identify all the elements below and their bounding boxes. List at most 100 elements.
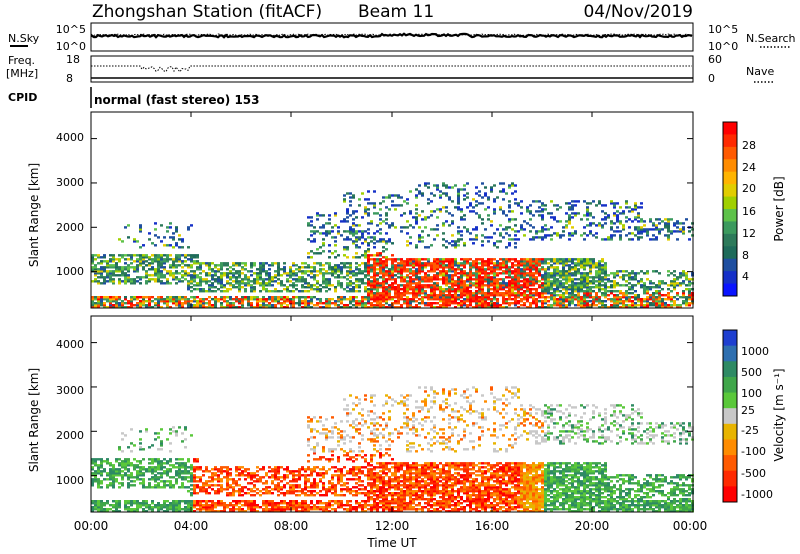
- heatmap-cell: [379, 264, 382, 267]
- heatmap-cell: [397, 302, 400, 305]
- heatmap-cell: [304, 296, 307, 299]
- heatmap-cell: [481, 266, 484, 269]
- heatmap-cell: [169, 236, 172, 239]
- heatmap-cell: [610, 298, 613, 301]
- heatmap-cell: [490, 260, 493, 263]
- heatmap-cell: [241, 280, 244, 283]
- heatmap-cell: [463, 300, 466, 303]
- heatmap-cell: [169, 504, 172, 507]
- heatmap-cell: [400, 260, 403, 263]
- heatmap-cell: [112, 500, 115, 503]
- heatmap-cell: [658, 222, 661, 225]
- heatmap-cell: [232, 268, 235, 271]
- heatmap-cell: [649, 302, 652, 305]
- heatmap-cell: [262, 268, 265, 271]
- heatmap-cell: [421, 210, 424, 213]
- heatmap-cell: [682, 292, 685, 295]
- heatmap-cell: [622, 270, 625, 273]
- heatmap-cell: [568, 292, 571, 295]
- heatmap-cell: [178, 468, 181, 471]
- heatmap-cell: [610, 236, 613, 239]
- heatmap-cell: [247, 284, 250, 287]
- heatmap-cell: [313, 304, 316, 307]
- heatmap-cell: [655, 304, 658, 307]
- heatmap-cell: [211, 306, 214, 309]
- heatmap-cell: [526, 210, 529, 213]
- heatmap-cell: [193, 484, 196, 487]
- heatmap-cell: [445, 284, 448, 287]
- heatmap-cell: [523, 296, 526, 299]
- heatmap-cell: [493, 268, 496, 271]
- heatmap-cell: [433, 262, 436, 265]
- heatmap-cell: [109, 272, 112, 275]
- heatmap-cell: [652, 296, 655, 299]
- heatmap-cell: [154, 468, 157, 471]
- heatmap-cell: [400, 288, 403, 291]
- heatmap-cell: [535, 292, 538, 295]
- heatmap-cell: [637, 228, 640, 231]
- heatmap-cell: [562, 258, 565, 261]
- heatmap-cell: [367, 190, 370, 193]
- heatmap-cell: [265, 274, 268, 277]
- heatmap-cell: [394, 270, 397, 273]
- heatmap-cell: [277, 298, 280, 301]
- heatmap-cell: [214, 490, 217, 493]
- heatmap-cell: [367, 214, 370, 217]
- heatmap-cell: [571, 260, 574, 263]
- heatmap-cell: [196, 458, 199, 461]
- heatmap-cell: [133, 476, 136, 479]
- heatmap-cell: [571, 206, 574, 209]
- heatmap-cell: [172, 258, 175, 261]
- heatmap-cell: [142, 500, 145, 503]
- heatmap-cell: [661, 220, 664, 223]
- heatmap-cell: [226, 306, 229, 309]
- heatmap-cell: [136, 478, 139, 481]
- heatmap-cell: [439, 262, 442, 265]
- heatmap-cell: [190, 474, 193, 477]
- heatmap-cell: [151, 260, 154, 263]
- heatmap-cell: [526, 268, 529, 271]
- heatmap-cell: [502, 264, 505, 267]
- heatmap-cell: [514, 260, 517, 263]
- heatmap-cell: [262, 504, 265, 507]
- heatmap-cell: [538, 280, 541, 283]
- heatmap-cell: [481, 300, 484, 303]
- heatmap-cell: [481, 296, 484, 299]
- heatmap-cell: [472, 264, 475, 267]
- heatmap-cell: [637, 216, 640, 219]
- heatmap-cell: [100, 460, 103, 463]
- heatmap-cell: [160, 262, 163, 265]
- heatmap-cell: [193, 278, 196, 281]
- heatmap-cell: [445, 258, 448, 261]
- heatmap-cell: [355, 280, 358, 283]
- heatmap-cell: [634, 284, 637, 287]
- heatmap-cell: [229, 468, 232, 471]
- heatmap-cell: [205, 506, 208, 509]
- heatmap-cell: [598, 200, 601, 203]
- heatmap-cell: [565, 280, 568, 283]
- heatmap-cell: [196, 492, 199, 495]
- heatmap-cell: [151, 506, 154, 509]
- heatmap-cell: [298, 300, 301, 303]
- heatmap-cell: [406, 240, 409, 243]
- heatmap-cell: [376, 224, 379, 227]
- heatmap-cell: [457, 196, 460, 199]
- heatmap-cell: [493, 212, 496, 215]
- heatmap-cell: [367, 296, 370, 299]
- heatmap-cell: [688, 288, 691, 291]
- heatmap-cell: [130, 504, 133, 507]
- heatmap-cell: [481, 222, 484, 225]
- heatmap-cell: [499, 304, 502, 307]
- heatmap-cell: [358, 272, 361, 275]
- heatmap-cell: [139, 230, 142, 233]
- heatmap-cell: [214, 510, 217, 513]
- heatmap-cell: [133, 260, 136, 263]
- heatmap-cell: [445, 294, 448, 297]
- heatmap-cell: [508, 242, 511, 245]
- heatmap-cell: [265, 482, 268, 485]
- heatmap-cell: [199, 282, 202, 285]
- heatmap-cell: [568, 298, 571, 301]
- heatmap-cell: [184, 438, 187, 441]
- heatmap-cell: [616, 300, 619, 303]
- heatmap-cell: [463, 290, 466, 293]
